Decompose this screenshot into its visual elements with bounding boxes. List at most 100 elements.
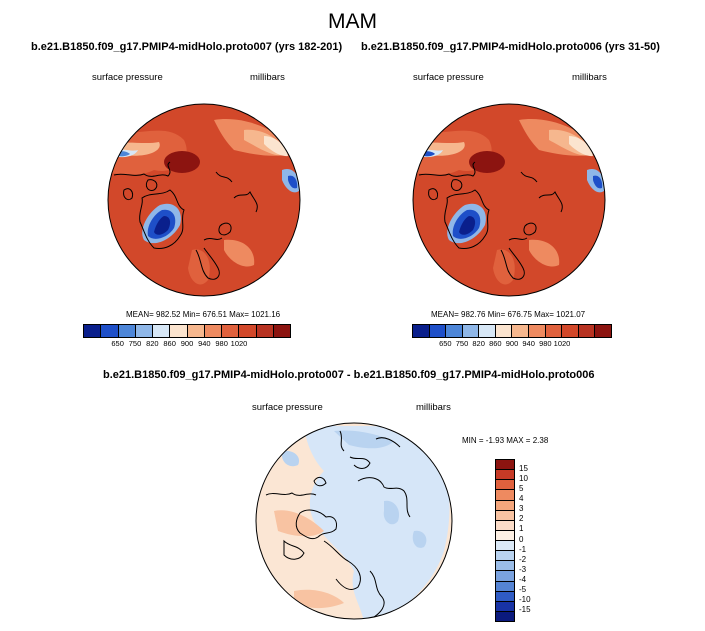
panel2-run-title: b.e21.B1850.f09_g17.PMIP4-midHolo.proto0… <box>361 41 660 53</box>
colorbar-swatch <box>204 325 222 337</box>
panel2-colorbar <box>412 324 612 338</box>
colorbar-swatch <box>222 325 240 337</box>
panel2-units-label: millibars <box>572 72 607 83</box>
map-border <box>107 103 301 297</box>
colorbar-swatch <box>496 581 514 592</box>
diff-colorbar-labels: 15 10 5 4 3 2 1 0 -1 -2 -3 -4 -5 -10 -15 <box>519 459 549 622</box>
high-pressure-center <box>164 151 200 173</box>
colorbar-swatch <box>273 325 290 337</box>
diff-title: b.e21.B1850.f09_g17.PMIP4-midHolo.proto0… <box>103 369 595 381</box>
colorbar-swatch <box>256 325 274 337</box>
diff-variable-label: surface pressure <box>252 402 323 413</box>
colorbar-tick-label: 860 <box>163 339 176 348</box>
positive-anomaly-core <box>274 510 324 537</box>
colorbar-swatch <box>429 325 447 337</box>
colorbar-tick-label: 940 <box>198 339 211 348</box>
colorbar-tick-label: 5 <box>519 484 524 494</box>
coastlines <box>418 161 563 280</box>
colorbar-swatch <box>496 500 514 511</box>
negative-anomaly-field <box>304 423 450 619</box>
colorbar-tick-label: 900 <box>505 339 519 348</box>
colorbar-swatch <box>512 325 530 337</box>
colorbar-swatch <box>496 541 514 552</box>
asia-field <box>529 239 560 267</box>
east-low-core <box>593 175 603 189</box>
colorbar-tick-label: 4 <box>519 494 524 504</box>
panel2-variable-label: surface pressure <box>413 72 484 83</box>
panel2-stats: MEAN= 982.76 Min= 676.75 Max= 1021.07 <box>431 310 586 319</box>
europe-field <box>493 249 515 285</box>
panel1-colorbar <box>83 324 291 338</box>
diff-polar-map <box>255 422 453 620</box>
colorbar-tick-label: 750 <box>455 339 469 348</box>
figure-title: MAM <box>328 10 377 33</box>
colorbar-tick-label: 3 <box>519 504 524 514</box>
panel1-run-title: b.e21.B1850.f09_g17.PMIP4-midHolo.proto0… <box>31 41 343 53</box>
colorbar-swatch <box>496 530 514 541</box>
colorbar-tick-label: 820 <box>472 339 485 348</box>
colorbar-swatch <box>496 551 514 562</box>
colorbar-swatch <box>496 561 514 572</box>
colorbar-swatch <box>462 325 480 337</box>
panel2-polar-map <box>412 103 606 297</box>
colorbar-tick-label: 0 <box>519 534 524 544</box>
negative-anomaly-core <box>334 430 394 449</box>
colorbar-swatch <box>562 325 579 337</box>
colorbar-swatch <box>496 611 514 621</box>
colorbar-tick-label: 650 <box>439 339 452 348</box>
panel1-variable-label: surface pressure <box>92 72 163 83</box>
panel2-colorbar-labels: 650 750 820 860 900 940 980 1020 <box>412 339 612 349</box>
diff-units-label: millibars <box>416 402 451 413</box>
colorbar-swatch <box>496 520 514 531</box>
colorbar-tick-label: -3 <box>519 564 527 574</box>
colorbar-swatch <box>496 460 514 471</box>
colorbar-tick-label: 750 <box>128 339 142 348</box>
panel1-stats: MEAN= 982.52 Min= 676.51 Max= 1021.16 <box>126 310 281 319</box>
colorbar-swatch <box>118 325 136 337</box>
colorbar-swatch <box>479 325 496 337</box>
colorbar-swatch <box>101 325 119 337</box>
positive-anomaly-core <box>294 589 344 609</box>
greenland-core <box>154 216 171 235</box>
colorbar-swatch <box>413 325 430 337</box>
colorbar-swatch <box>495 325 513 337</box>
colorbar-swatch <box>496 470 514 481</box>
east-low-core <box>288 175 298 189</box>
coastlines <box>113 161 258 280</box>
colorbar-swatch <box>578 325 596 337</box>
colorbar-tick-label: 940 <box>522 339 535 348</box>
colorbar-tick-label: -10 <box>519 594 531 604</box>
highland-field <box>569 136 593 157</box>
map-border <box>412 103 606 297</box>
map-border <box>255 422 453 620</box>
panel1-colorbar-labels: 650 750 820 860 900 940 980 1020 <box>83 339 291 349</box>
colorbar-swatch <box>170 325 188 337</box>
colorbar-tick-label: 820 <box>146 339 159 348</box>
colorbar-swatch <box>496 480 514 491</box>
greenland-core <box>459 216 476 235</box>
negative-anomaly-core <box>281 450 300 467</box>
colorbar-swatch <box>84 325 102 337</box>
colorbar-tick-label: 980 <box>215 339 228 348</box>
colorbar-tick-label: 15 <box>519 464 528 474</box>
colorbar-swatch <box>187 325 205 337</box>
colorbar-tick-label: 2 <box>519 514 524 524</box>
negative-anomaly-core <box>383 500 400 525</box>
panel1-polar-map <box>107 103 301 297</box>
colorbar-swatch <box>496 510 514 521</box>
colorbar-tick-label: -2 <box>519 554 527 564</box>
high-pressure-center <box>469 151 505 173</box>
colorbar-tick-label: 650 <box>111 339 124 348</box>
colorbar-tick-label: 980 <box>539 339 552 348</box>
colorbar-tick-label: 10 <box>519 474 528 484</box>
europe-field <box>188 249 210 285</box>
colorbar-tick-label: -4 <box>519 574 527 584</box>
negative-anomaly-core <box>412 530 427 548</box>
colorbar-swatch <box>446 325 463 337</box>
colorbar-tick-label: 900 <box>180 339 194 348</box>
diff-colorbar <box>495 459 515 622</box>
colorbar-tick-label: -15 <box>519 604 531 614</box>
colorbar-swatch <box>496 571 514 582</box>
colorbar-swatch <box>239 325 257 337</box>
colorbar-tick-label: -5 <box>519 584 527 594</box>
